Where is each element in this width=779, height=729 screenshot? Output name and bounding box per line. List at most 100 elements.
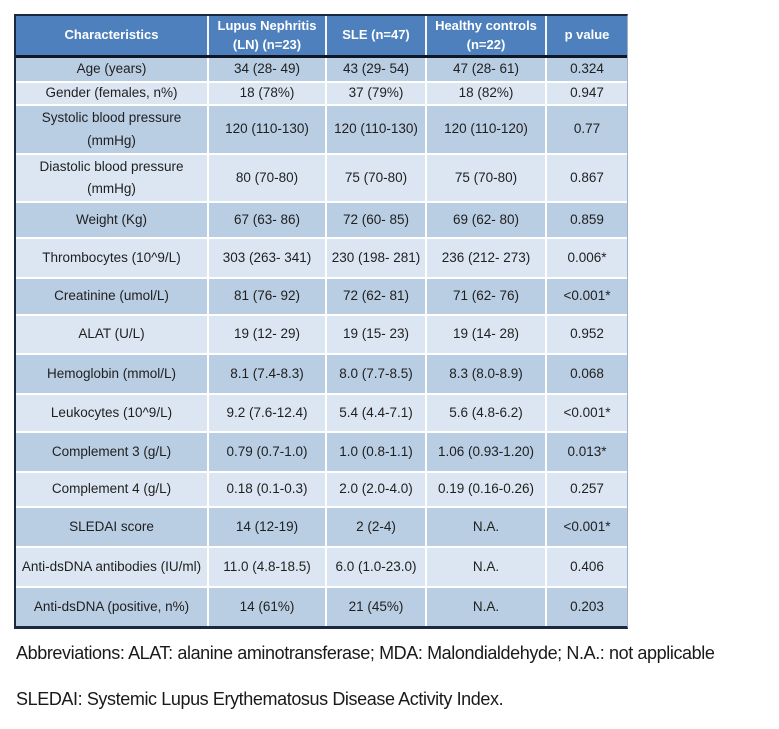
value-cell: 303 (263- 341): [207, 239, 325, 277]
value-cell: 43 (29- 54): [325, 58, 425, 81]
value-cell: 230 (198- 281): [325, 239, 425, 277]
value-cell: 0.947: [545, 83, 627, 104]
value-cell: 0.859: [545, 203, 627, 237]
value-cell: 0.19 (0.16-0.26): [425, 473, 545, 506]
table-row: Diastolic blood pressure (mmHg) 80 (70-80…: [16, 153, 627, 201]
value-cell: 0.77: [545, 106, 627, 153]
table-row: Age (years) 34 (28- 49) 43 (29- 54) 47 (28-…: [16, 58, 627, 81]
value-cell: N.A.: [425, 548, 545, 586]
value-cell: 120 (110-130): [325, 106, 425, 153]
table-row: Weight (Kg) 67 (63- 86) 72 (60- 85) 69 (62-…: [16, 201, 627, 237]
row-label-cell: Complement 4 (g/L): [51, 481, 172, 497]
table-row: Complement 3 (g/L) 0.79 (0.7-1.0) 1.0 (0.8…: [16, 431, 627, 471]
value-cell: 0.18 (0.1-0.3): [207, 473, 325, 506]
value-cell: 19 (12- 29): [207, 316, 325, 353]
column-header-sle: SLE (n=47): [325, 16, 425, 55]
value-cell: 14 (61%): [207, 588, 325, 626]
row-label-cell: ALAT (U/L): [78, 326, 145, 342]
value-cell: 1.06 (0.93-1.20): [425, 433, 545, 471]
value-cell: 18 (82%): [425, 83, 545, 104]
value-cell: 19 (14- 28): [425, 316, 545, 353]
row-label-cell: Weight (Kg): [75, 211, 148, 227]
row-label-cell: Leukocytes (10^9/L): [50, 404, 173, 420]
value-cell: <0.001*: [545, 508, 627, 546]
value-cell: 11.0 (4.8-18.5): [207, 548, 325, 586]
row-label-cell: Complement 3 (g/L): [51, 443, 172, 459]
value-cell: 72 (62- 81): [325, 279, 425, 314]
value-cell: 1.0 (0.8-1.1): [325, 433, 425, 471]
value-cell: 8.1 (7.4-8.3): [207, 355, 325, 393]
table-row: ALAT (U/L) 19 (12- 29) 19 (15- 23) 19 (14- …: [16, 314, 627, 353]
value-cell: 72 (60- 85): [325, 203, 425, 237]
row-label-cell: Systolic blood pressure (mmHg): [41, 110, 182, 148]
table-row: Leukocytes (10^9/L) 9.2 (7.6-12.4) 5.4 (4.…: [16, 393, 627, 431]
table-row: Hemoglobin (mmol/L) 8.1 (7.4-8.3) 8.0 (7.7…: [16, 353, 627, 393]
value-cell: 0.013*: [545, 433, 627, 471]
row-label-cell: Anti-dsDNA antibodies (IU/ml): [21, 558, 202, 574]
value-cell: 0.257: [545, 473, 627, 506]
value-cell: 6.0 (1.0-23.0): [325, 548, 425, 586]
table-row: Systolic blood pressure (mmHg) 120 (110-1…: [16, 104, 627, 153]
value-cell: 8.0 (7.7-8.5): [325, 355, 425, 393]
table-row: Creatinine (umol/L) 81 (76- 92) 72 (62- 81…: [16, 277, 627, 314]
row-label-cell: Hemoglobin (mmol/L): [46, 365, 177, 381]
value-cell: 0.867: [545, 155, 627, 201]
value-cell: 18 (78%): [207, 83, 325, 104]
row-label-cell: Anti-dsDNA (positive, n%): [33, 598, 190, 614]
table-header-row: Characteristics Lupus Nephritis (LN) (n=…: [16, 16, 627, 58]
value-cell: 0.952: [545, 316, 627, 353]
value-cell: 0.203: [545, 588, 627, 626]
value-cell: 81 (76- 92): [207, 279, 325, 314]
table-footnotes: Abbreviations: ALAT: alanine aminotransf…: [16, 643, 779, 710]
value-cell: 71 (62- 76): [425, 279, 545, 314]
table-row: Thrombocytes (10^9/L) 303 (263- 341) 230 (…: [16, 237, 627, 277]
value-cell: 67 (63- 86): [207, 203, 325, 237]
value-cell: 80 (70-80): [207, 155, 325, 201]
value-cell: 120 (110-120): [425, 106, 545, 153]
value-cell: 8.3 (8.0-8.9): [425, 355, 545, 393]
value-cell: 0.406: [545, 548, 627, 586]
abbreviations-note: Abbreviations: ALAT: alanine aminotransf…: [16, 643, 715, 663]
table-row: Complement 4 (g/L) 0.18 (0.1-0.3) 2.0 (2.0…: [16, 471, 627, 506]
column-header-healthy-controls: Healthy controls (n=22): [425, 16, 545, 55]
value-cell: N.A.: [425, 508, 545, 546]
value-cell: <0.001*: [545, 279, 627, 314]
row-label-cell: Thrombocytes (10^9/L): [42, 249, 181, 265]
value-cell: 34 (28- 49): [207, 58, 325, 81]
row-label-cell: Diastolic blood pressure (mmHg): [39, 158, 184, 196]
value-cell: 0.006*: [545, 239, 627, 277]
page: Characteristics Lupus Nephritis (LN) (n=…: [14, 14, 779, 710]
value-cell: 2 (2-4): [325, 508, 425, 546]
table-row: Gender (females, n%) 18 (78%) 37 (79%) 18 (…: [16, 81, 627, 104]
value-cell: 5.6 (4.8-6.2): [425, 395, 545, 431]
patient-characteristics-table: Characteristics Lupus Nephritis (LN) (n=…: [14, 14, 628, 629]
value-cell: 47 (28- 61): [425, 58, 545, 81]
row-label-cell: Creatinine (umol/L): [54, 288, 169, 304]
value-cell: <0.001*: [545, 395, 627, 431]
value-cell: 9.2 (7.6-12.4): [207, 395, 325, 431]
value-cell: 2.0 (2.0-4.0): [325, 473, 425, 506]
value-cell: 21 (45%): [325, 588, 425, 626]
column-header-lupus-nephritis: Lupus Nephritis (LN) (n=23): [207, 16, 325, 55]
value-cell: 37 (79%): [325, 83, 425, 104]
value-cell: 5.4 (4.4-7.1): [325, 395, 425, 431]
value-cell: 236 (212- 273): [425, 239, 545, 277]
row-label-cell: Gender (females, n%): [45, 85, 178, 101]
table-row: SLEDAI score 14 (12-19) 2 (2-4) N.A. <0.001*: [16, 506, 627, 546]
row-label-cell: Age (years): [76, 61, 147, 77]
row-label-cell: SLEDAI score: [69, 518, 154, 534]
table-body: Age (years) 34 (28- 49) 43 (29- 54) 47 (28-…: [16, 58, 627, 626]
value-cell: 75 (70-80): [325, 155, 425, 201]
column-header-p-value: p value: [545, 16, 627, 55]
sledai-note: SLEDAI: Systemic Lupus Erythematosus Dis…: [16, 688, 504, 709]
value-cell: 75 (70-80): [425, 155, 545, 201]
value-cell: 19 (15- 23): [325, 316, 425, 353]
value-cell: N.A.: [425, 588, 545, 626]
value-cell: 14 (12-19): [207, 508, 325, 546]
value-cell: 0.068: [545, 355, 627, 393]
table-row: Anti-dsDNA (positive, n%) 14 (61%) 21 (45%…: [16, 586, 627, 626]
table-row: Anti-dsDNA antibodies (IU/ml) 11.0 (4.8-1…: [16, 546, 627, 586]
value-cell: 69 (62- 80): [425, 203, 545, 237]
value-cell: 0.324: [545, 58, 627, 81]
column-header-characteristics: Characteristics: [64, 27, 159, 43]
